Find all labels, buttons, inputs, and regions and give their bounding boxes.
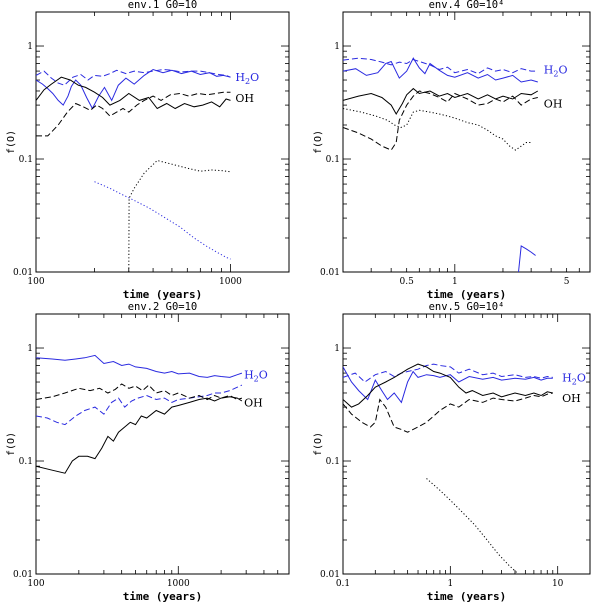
y-tick-label: 1 xyxy=(334,344,340,354)
series-line-oh-dashed xyxy=(36,383,243,401)
y-tick-label: 0.01 xyxy=(13,268,33,278)
series-line-oh-solid xyxy=(343,87,539,116)
y-tick-label: 0.1 xyxy=(19,457,33,467)
y-tick-label: 0.01 xyxy=(320,268,340,278)
y-axis-label: f(O) xyxy=(6,130,17,154)
y-axis-label: f(O) xyxy=(313,130,324,154)
series-line-h2o-solid xyxy=(343,57,538,83)
x-tick-label: 0.5 xyxy=(399,277,414,287)
series-line-minor-dotted xyxy=(343,108,532,151)
series-annotation: H2O xyxy=(235,71,259,86)
x-tick-label: 1 xyxy=(447,579,453,589)
chart-title: env.4 G0=10⁴ xyxy=(429,0,505,11)
x-tick-label: 1000 xyxy=(167,579,190,589)
x-axis-label: time (years) xyxy=(123,288,202,301)
x-tick-label: 0.1 xyxy=(336,579,350,589)
series-annotation: OH xyxy=(544,97,563,110)
panel-env4: env.4 G0=10⁴ time (years) f(O) 0.5 1 5 0.01 0.1… xyxy=(313,0,591,301)
y-tick-label: 1 xyxy=(27,42,33,52)
x-tick-label: 1000 xyxy=(219,277,242,287)
y-tick-label: 0.1 xyxy=(326,457,340,467)
series-line-minor-dotted xyxy=(128,159,231,272)
series-annotation: H2O xyxy=(244,369,268,384)
plot-frame xyxy=(35,313,290,575)
x-axis-label: time (years) xyxy=(427,288,506,301)
y-axis-label: f(O) xyxy=(313,432,324,456)
series-line-h2o-dashed xyxy=(343,57,538,75)
series-line-h2o-solid xyxy=(36,354,243,378)
series-annotation: OH xyxy=(562,392,581,405)
series-line-h2o-solid xyxy=(36,68,231,110)
y-tick-label: 1 xyxy=(334,42,340,52)
series-line-h2o-dashed xyxy=(343,363,553,383)
series-line-minor-solid xyxy=(518,245,536,272)
series-line-oh-dashed xyxy=(36,91,231,137)
series-annotation: H2O xyxy=(544,63,568,78)
plot-frame xyxy=(342,11,591,273)
series-line-h2o-solid xyxy=(343,366,553,404)
series-line-minor-dotted xyxy=(426,478,519,574)
series-line-oh-dashed xyxy=(343,392,553,433)
chart-title: env.1 G0=10 xyxy=(128,0,198,11)
series-line-h2o-dashed xyxy=(36,384,243,426)
series-line-oh-solid xyxy=(36,396,243,474)
series-line-oh-dashed xyxy=(343,90,538,151)
series-annotation: OH xyxy=(244,396,263,409)
series-annotation: OH xyxy=(235,92,254,105)
y-tick-label: 0.1 xyxy=(19,155,33,165)
x-axis-label: time (years) xyxy=(123,590,202,602)
y-tick-label: 0.1 xyxy=(326,155,340,165)
y-axis-label: f(O) xyxy=(6,432,17,456)
x-tick-label: 100 xyxy=(27,277,44,287)
chart-title: env.5 G0=10⁴ xyxy=(429,301,505,313)
y-tick-label: 1 xyxy=(27,344,33,354)
x-tick-label: 100 xyxy=(27,579,44,589)
panel-env1: env.1 G0=10 time (years) f(O) 100 1000 0.01 0.… xyxy=(6,0,290,301)
series-line-h2o-dashed xyxy=(36,68,231,86)
x-tick-label: 10 xyxy=(552,579,564,589)
plot-frame xyxy=(35,11,290,273)
y-tick-label: 0.01 xyxy=(13,570,33,580)
x-tick-label: 1 xyxy=(452,277,458,287)
x-tick-label: 5 xyxy=(564,277,570,287)
series-annotation: H2O xyxy=(562,371,586,386)
series-line-minor-dotted xyxy=(94,181,231,260)
plot-frame xyxy=(342,313,591,575)
y-tick-label: 0.01 xyxy=(320,570,340,580)
x-axis-label: time (years) xyxy=(427,590,506,602)
series-line-oh-solid xyxy=(36,76,231,110)
panel-env2: env.2 G0=10 time (years) f(O) 100 1000 0.01 0.… xyxy=(6,301,290,602)
series-line-oh-solid xyxy=(343,363,553,408)
chart-title: env.2 G0=10 xyxy=(128,301,198,313)
